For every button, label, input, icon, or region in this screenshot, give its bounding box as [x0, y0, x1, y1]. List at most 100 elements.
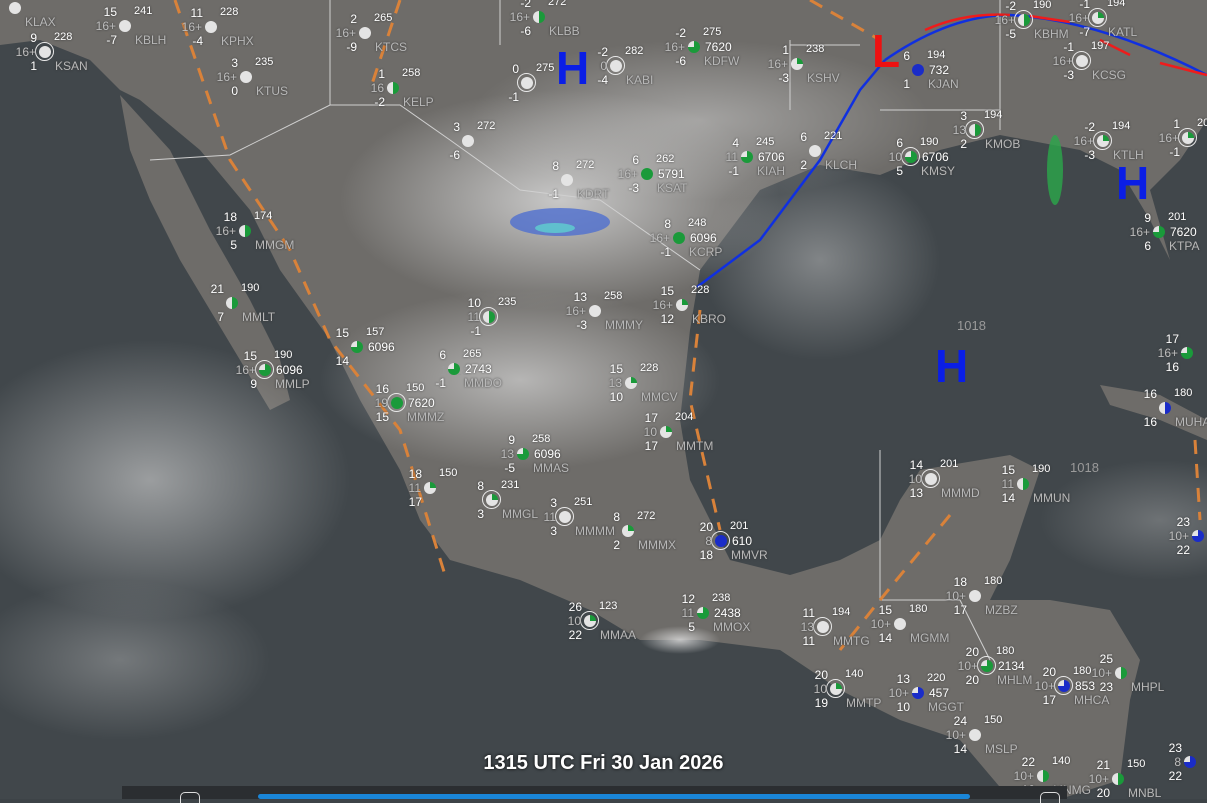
sky-cover-icon [660, 426, 672, 438]
pressure: 180 [996, 645, 1015, 657]
pressure: 228 [640, 362, 659, 374]
dewpoint: 15 [375, 410, 389, 424]
temperature: 15 [878, 603, 892, 617]
cloud-base: 2438 [714, 606, 741, 620]
sky-cover-icon [483, 311, 495, 323]
visibility: 10 [813, 682, 827, 696]
high-pressure-center: H [1116, 157, 1150, 209]
cloud-base: 5791 [658, 167, 685, 181]
pressure: 235 [498, 296, 517, 308]
sky-cover-icon [533, 11, 545, 23]
temperature: 0 [512, 62, 519, 76]
timeline-start-button[interactable] [180, 792, 200, 803]
dewpoint: -2 [374, 95, 385, 109]
temperature: 23 [1176, 515, 1190, 529]
dewpoint: -3 [576, 318, 587, 332]
dewpoint: 19 [814, 696, 828, 710]
station-id: MGGT [928, 700, 964, 714]
visibility: 10+ [870, 617, 891, 631]
pressure: 228 [54, 31, 73, 43]
station-id: KIAH [757, 164, 786, 178]
temperature: 3 [960, 109, 967, 123]
pressure: 174 [254, 210, 273, 222]
sky-cover-icon [1181, 347, 1193, 359]
temperature: 20 [965, 645, 979, 659]
visibility: 16+ [1052, 54, 1073, 68]
temperature: 8 [613, 510, 620, 524]
station-id: MMTG [833, 634, 870, 648]
temperature: 16 [375, 382, 389, 396]
station-ring [479, 307, 498, 326]
dewpoint: -5 [504, 461, 515, 475]
pressure: 190 [920, 136, 939, 148]
timeline-end-button[interactable] [1040, 792, 1060, 803]
temperature: 13 [896, 672, 910, 686]
pressure: 275 [536, 62, 555, 74]
station-id: KLBB [549, 24, 580, 38]
pressure: 258 [532, 433, 551, 445]
pressure: 272 [637, 510, 656, 522]
high-pressure-center: H [556, 42, 590, 94]
sky-cover-icon [912, 687, 924, 699]
visibility: 13 [500, 447, 514, 461]
sky-cover-icon [1182, 132, 1194, 144]
station-id: MSLP [985, 742, 1018, 756]
station-ring [255, 360, 274, 379]
station-id: MMUN [1033, 491, 1071, 505]
sky-cover-icon [741, 151, 753, 163]
pressure: 190 [1032, 463, 1051, 475]
visibility: 10 [567, 614, 581, 628]
station-id: KBHM [1034, 27, 1069, 41]
sky-cover-icon [1037, 770, 1049, 782]
station-id: KSHV [807, 71, 840, 85]
visibility: 11 [1001, 477, 1014, 491]
pressure: 228 [691, 284, 710, 296]
station-ring [555, 507, 574, 526]
cloud-base: 7620 [705, 40, 732, 54]
sky-cover-icon [1115, 667, 1127, 679]
pressure: 180 [909, 603, 928, 615]
sky-cover-icon [517, 448, 529, 460]
pressure: 194 [1107, 0, 1126, 9]
sky-cover-icon [239, 225, 251, 237]
cloud-base: 6096 [368, 340, 395, 354]
dewpoint: -3 [1063, 68, 1074, 82]
temperature: 18 [223, 210, 237, 224]
station-id: MMTP [846, 696, 882, 710]
cloud-base: 6096 [276, 363, 303, 377]
dewpoint: 6 [1144, 239, 1151, 253]
dewpoint: 16 [1143, 415, 1157, 429]
pressure: 258 [604, 290, 623, 302]
pressure: 262 [656, 153, 675, 165]
pressure: 180 [984, 575, 1003, 587]
temperature: 20 [1042, 665, 1056, 679]
low-pressure-center: L [872, 25, 901, 77]
sky-cover-icon [969, 124, 981, 136]
sky-cover-icon [1092, 12, 1104, 24]
timeline-progress[interactable] [258, 794, 970, 799]
temperature: -2 [1084, 120, 1095, 134]
temperature: 6 [896, 136, 903, 150]
dewpoint: -6 [449, 148, 460, 162]
temperature: 17 [1165, 332, 1179, 346]
station-ring [965, 120, 984, 139]
sky-cover-icon [830, 683, 842, 695]
sky-cover-icon [688, 41, 700, 53]
visibility: 10 [888, 150, 902, 164]
cloud-base: 610 [732, 534, 753, 548]
station-id: KCRP [689, 245, 723, 259]
temperature: 15 [660, 284, 674, 298]
temperature: 3 [550, 496, 557, 510]
temperature: 1 [782, 43, 789, 57]
dewpoint: -1 [548, 187, 559, 201]
station-id: MMGM [255, 238, 295, 252]
visibility: 16 [370, 81, 384, 95]
temperature: 6 [800, 130, 807, 144]
pressure: 190 [241, 282, 260, 294]
dewpoint: 10 [609, 390, 623, 404]
pressure: 190 [1033, 0, 1052, 11]
visibility: 8 [1174, 755, 1181, 769]
station-id: MMDO [464, 376, 502, 390]
station-id: KTPA [1169, 239, 1200, 253]
